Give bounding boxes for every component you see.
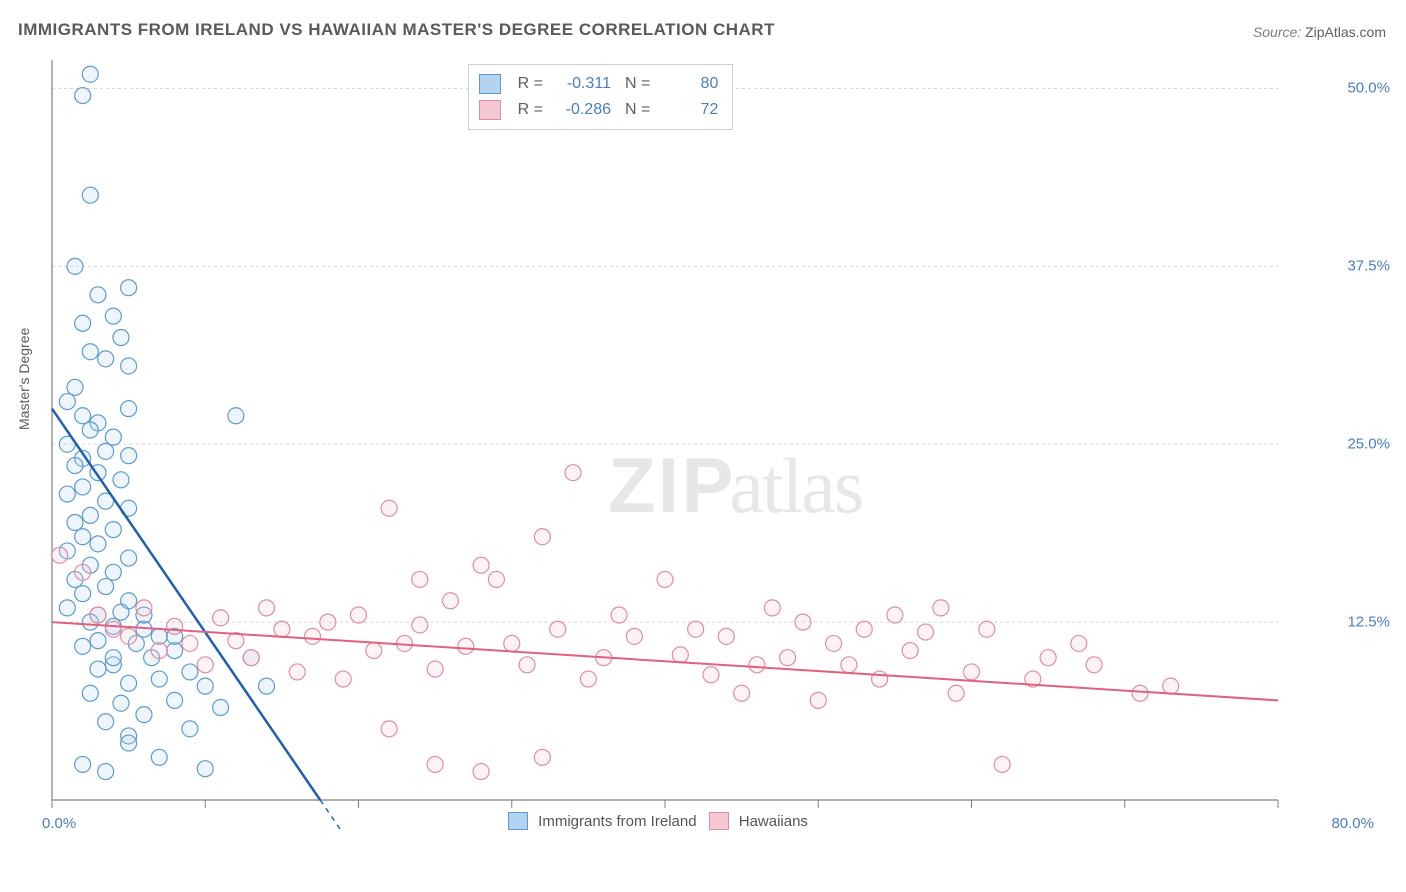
series-legend: Immigrants from Ireland Hawaiians xyxy=(508,812,808,830)
y-tick-label: 37.5% xyxy=(1347,258,1390,275)
legend-swatch-icon xyxy=(709,812,729,830)
y-axis-label: Master's Degree xyxy=(16,328,32,430)
legend-n-value-ireland: 80 xyxy=(658,75,718,93)
legend-swatch-icon xyxy=(508,812,528,830)
legend-label-ireland: Immigrants from Ireland xyxy=(538,813,696,830)
source-attribution: Source: ZipAtlas.com xyxy=(1253,24,1386,40)
legend-n-label: N = xyxy=(625,75,650,93)
legend-n-label: N = xyxy=(625,101,650,119)
legend-item-ireland: Immigrants from Ireland xyxy=(508,812,697,830)
y-tick-label: 50.0% xyxy=(1347,80,1390,97)
y-tick-label: 25.0% xyxy=(1347,436,1390,453)
legend-r-label: R = xyxy=(515,75,543,93)
legend-r-label: R = xyxy=(515,101,543,119)
legend-n-value-hawaiians: 72 xyxy=(658,101,718,119)
legend-row-ireland: R = -0.311 N = 80 xyxy=(479,71,718,97)
legend-swatch-hawaiians xyxy=(479,100,501,120)
y-tick-label: 12.5% xyxy=(1347,614,1390,631)
legend-item-hawaiians: Hawaiians xyxy=(709,812,808,830)
source-value: ZipAtlas.com xyxy=(1305,24,1386,40)
legend-r-value-ireland: -0.311 xyxy=(551,75,611,93)
legend-label-hawaiians: Hawaiians xyxy=(739,813,808,830)
legend-row-hawaiians: R = -0.286 N = 72 xyxy=(479,97,718,123)
correlation-legend: R = -0.311 N = 80 R = -0.286 N = 72 xyxy=(468,64,733,130)
legend-swatch-ireland xyxy=(479,74,501,94)
chart-title: IMMIGRANTS FROM IRELAND VS HAWAIIAN MAST… xyxy=(18,20,775,40)
x-axis-max-label: 80.0% xyxy=(1331,815,1374,832)
source-label: Source: xyxy=(1253,24,1305,40)
scatter-plot-svg xyxy=(48,60,1338,830)
legend-r-value-hawaiians: -0.286 xyxy=(551,101,611,119)
chart-area: R = -0.311 N = 80 R = -0.286 N = 72 Immi… xyxy=(48,60,1338,830)
x-axis-min-label: 0.0% xyxy=(42,815,76,832)
